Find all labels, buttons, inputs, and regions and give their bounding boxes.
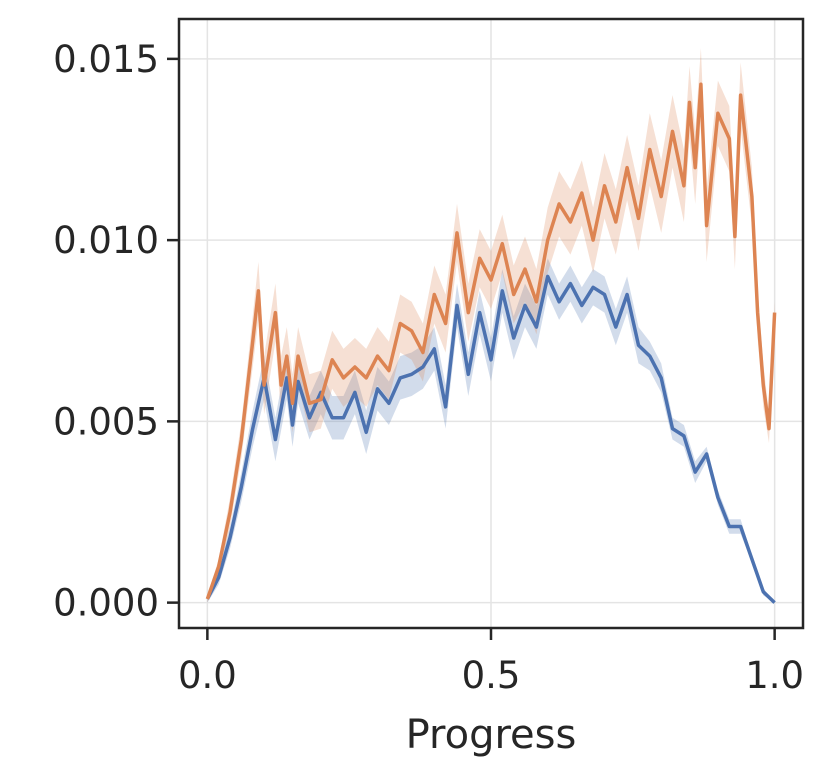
y-tick-label-1: 0.005 xyxy=(53,400,159,443)
series-1-line xyxy=(205,82,777,600)
series-0-line xyxy=(205,274,776,604)
y-tick-label-3: 0.015 xyxy=(53,38,159,81)
x-axis-label: Progress xyxy=(406,712,577,758)
y-tick-label-2: 0.010 xyxy=(53,219,159,262)
y-axis-ticks: 0.000 0.005 0.010 0.015 xyxy=(53,38,179,625)
x-tick-label-2: 1.0 xyxy=(745,654,804,697)
y-tick-label-0: 0.000 xyxy=(53,582,159,625)
series-lines xyxy=(205,82,777,604)
x-axis-ticks: 0.0 0.5 1.0 xyxy=(178,628,804,697)
x-tick-label-0: 0.0 xyxy=(178,654,237,697)
x-tick-label-1: 0.5 xyxy=(462,654,521,697)
